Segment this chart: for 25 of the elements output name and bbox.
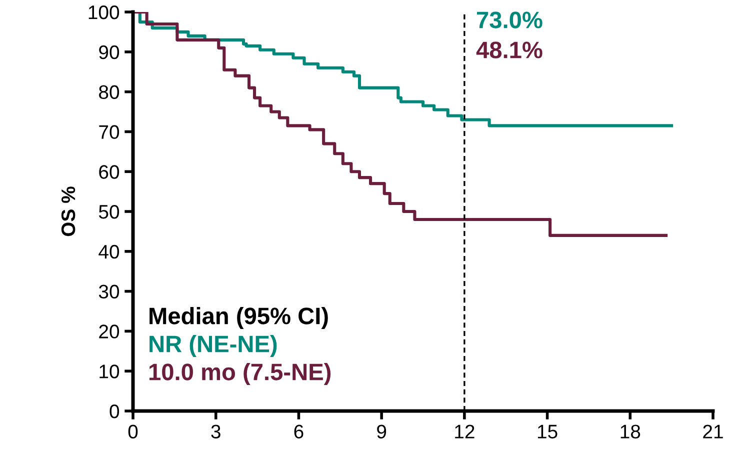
y-tick-label: 40 bbox=[98, 244, 120, 259]
y-tick-label: 10 bbox=[100, 364, 120, 378]
x-tick-label: 9 bbox=[377, 424, 386, 438]
x-tick-label: 21 bbox=[703, 424, 723, 438]
annotation: 10.0 mo (7.5-NE) bbox=[149, 362, 331, 386]
y-tick-label: 30 bbox=[98, 284, 120, 299]
y-tick-label: 100 bbox=[88, 5, 120, 20]
y-axis-title: OS % bbox=[61, 186, 76, 236]
y-tick-label: 70 bbox=[99, 125, 120, 139]
y-tick-label: 20 bbox=[99, 324, 120, 338]
y-tick-label: 0 bbox=[110, 404, 120, 418]
annotation: 48.1% bbox=[476, 42, 542, 58]
y-tick-label: 50 bbox=[98, 204, 120, 219]
annotation: 73.0% bbox=[477, 12, 542, 28]
x-tick-label: 3 bbox=[211, 424, 220, 438]
annotation: Median (95% CI) bbox=[150, 306, 328, 330]
x-tick-label: 6 bbox=[294, 424, 304, 438]
x-tick-label: 0 bbox=[128, 424, 138, 438]
x-tick-label: 18 bbox=[620, 424, 640, 438]
y-tick-label: 90 bbox=[99, 45, 120, 60]
y-tick-label: 60 bbox=[99, 165, 120, 179]
x-tick-label: 15 bbox=[538, 424, 558, 438]
annotation: NR (NE-NE) bbox=[150, 334, 277, 358]
y-tick-label: 80 bbox=[99, 85, 120, 100]
x-tick-label: 12 bbox=[455, 424, 474, 438]
